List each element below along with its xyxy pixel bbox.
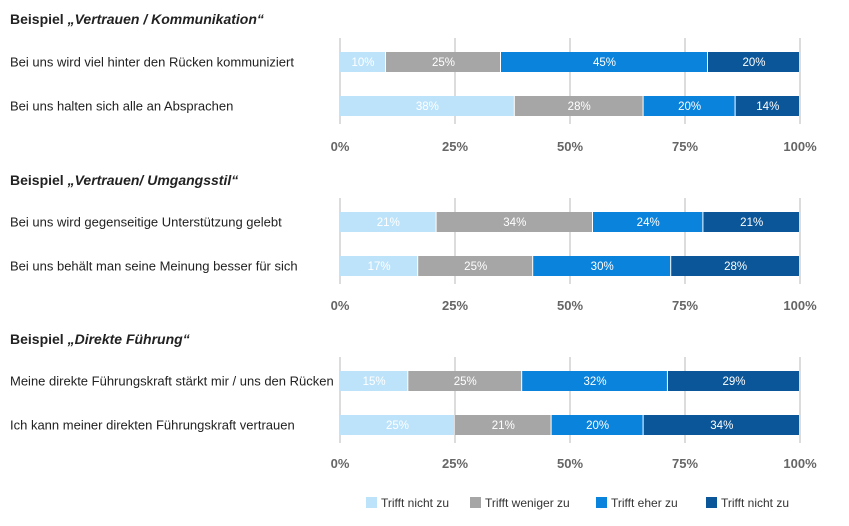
bar-segment [735, 96, 799, 116]
panel-title: Beispiel „Vertrauen/ Umgangsstil“ [10, 172, 238, 188]
legend-label: Trifft nicht zu [381, 496, 449, 510]
panel-title-prefix: Beispiel [10, 331, 68, 347]
bar-segment [643, 415, 799, 435]
bar-segment [340, 96, 514, 116]
x-tick-label: 0% [331, 139, 350, 154]
data-label: 24% [637, 217, 660, 229]
bar-segment [551, 415, 643, 435]
bar-segment [514, 96, 643, 116]
data-label: 20% [742, 57, 765, 69]
data-label: 25% [464, 261, 487, 273]
x-tick-label: 100% [783, 298, 817, 313]
x-tick-label: 0% [331, 298, 350, 313]
x-tick-label: 50% [557, 298, 583, 313]
data-label: 29% [722, 376, 745, 388]
data-label: 28% [724, 261, 747, 273]
x-tick-label: 50% [557, 139, 583, 154]
chart-panel-2: Beispiel „Vertrauen/ Umgangsstil“ Bei uns… [10, 172, 817, 313]
panel-title-emphasis: „Direkte Führung“ [67, 331, 190, 347]
legend-swatch [366, 497, 377, 508]
data-label: 10% [351, 57, 374, 69]
x-tick-label: 50% [557, 456, 583, 471]
bar-segment [671, 256, 799, 276]
chart-panel-1: Beispiel „Vertrauen / Kommunikation“ Bei … [10, 11, 817, 154]
x-tick-label: 100% [783, 139, 817, 154]
bar-segment [340, 256, 418, 276]
data-label: 17% [368, 261, 391, 273]
bar-segment [436, 212, 592, 232]
category-label: Bei uns behält man seine Meinung besser … [10, 259, 298, 274]
category-label: Bei uns wird viel hinter den Rücken komm… [10, 55, 294, 70]
data-label: 14% [756, 101, 779, 113]
data-label: 45% [593, 57, 616, 69]
x-tick-label: 25% [442, 456, 468, 471]
panel-title-prefix: Beispiel [10, 172, 68, 188]
bar-segment [418, 256, 533, 276]
x-tick-label: 75% [672, 139, 698, 154]
x-tick-label: 25% [442, 139, 468, 154]
bar-segment [708, 52, 799, 72]
category-label: Meine direkte Führungskraft stärkt mir /… [10, 374, 334, 389]
data-label: 38% [416, 101, 439, 113]
panel-title-emphasis: „Vertrauen/ Umgangsstil“ [67, 172, 239, 188]
bar-segment [522, 371, 667, 391]
data-label: 15% [363, 376, 386, 388]
bar-segment [340, 212, 436, 232]
category-label: Ich kann meiner direkten Führungskraft v… [10, 418, 295, 433]
data-label: 20% [678, 101, 701, 113]
data-label: 21% [492, 420, 515, 432]
x-tick-label: 100% [783, 456, 817, 471]
legend-label: Trifft weniger zu [485, 496, 570, 510]
data-label: 34% [503, 217, 526, 229]
panel-title: Beispiel „Vertrauen / Kommunikation“ [10, 11, 264, 27]
data-label: 20% [586, 420, 609, 432]
category-label: Bei uns halten sich alle an Absprachen [10, 99, 233, 114]
data-label: 34% [710, 420, 733, 432]
data-label: 25% [432, 57, 455, 69]
data-label: 25% [454, 376, 477, 388]
bar-segment [667, 371, 799, 391]
x-tick-label: 0% [331, 456, 350, 471]
data-label: 21% [377, 217, 400, 229]
panel-title-prefix: Beispiel [10, 11, 68, 27]
bar-segment [593, 212, 703, 232]
x-tick-label: 75% [672, 298, 698, 313]
legend-swatch [470, 497, 481, 508]
bar-segment [408, 371, 522, 391]
x-tick-label: 25% [442, 298, 468, 313]
bar-segment [455, 415, 551, 435]
legend-label: Trifft nicht zu [721, 496, 789, 510]
bar-segment [533, 256, 671, 276]
bar-segment [340, 371, 408, 391]
legend-swatch [706, 497, 717, 508]
legend-swatch [596, 497, 607, 508]
chart-panel-3: Beispiel „Direkte Führung“ Meine direkte … [10, 331, 817, 471]
bar-segment [340, 52, 385, 72]
data-label: 21% [740, 217, 763, 229]
legend: Trifft nicht zu Trifft weniger zu Trifft e… [366, 496, 789, 510]
bar-segment [501, 52, 707, 72]
x-tick-label: 75% [672, 456, 698, 471]
bar-segment [643, 96, 735, 116]
panel-title-emphasis: „Vertrauen / Kommunikation“ [67, 11, 264, 27]
panel-title: Beispiel „Direkte Führung“ [10, 331, 190, 347]
data-label: 30% [591, 261, 614, 273]
category-label: Bei uns wird gegenseitige Unterstützung … [10, 215, 282, 230]
legend-label: Trifft eher zu [611, 496, 678, 510]
data-label: 25% [386, 420, 409, 432]
data-label: 32% [584, 376, 607, 388]
bar-segment [340, 415, 454, 435]
bar-segment [386, 52, 500, 72]
bar-segment [703, 212, 799, 232]
data-label: 28% [568, 101, 591, 113]
